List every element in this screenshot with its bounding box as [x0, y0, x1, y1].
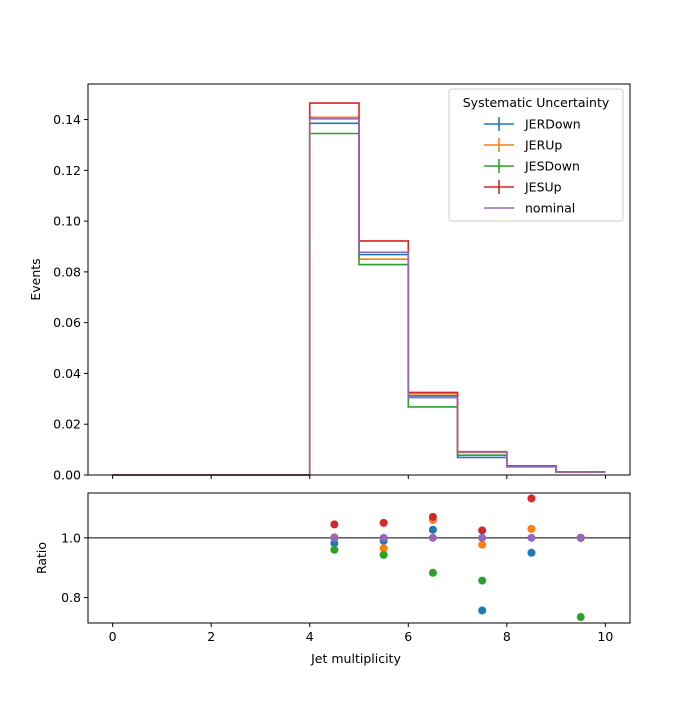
histogram-panel: 0.000.020.040.060.080.100.120.14 Events …: [28, 83, 631, 483]
legend-box: [448, 88, 624, 222]
ratio-point-jesdown: [428, 568, 437, 577]
histogram-y-tick-label: 0.14: [53, 112, 81, 127]
legend-label: nominal: [525, 201, 575, 216]
ratio-point-jesup: [330, 520, 339, 529]
ratio-point-jerup: [527, 524, 536, 533]
ratio-point-jesup: [428, 512, 437, 521]
ratio-x-tick-label: 8: [503, 629, 511, 644]
ratio-point-jesup: [527, 494, 536, 503]
ratio-y-tick-label: 1.0: [61, 530, 81, 545]
ratio-point-jerup: [478, 540, 487, 549]
legend-entry-jesdown: JESDown: [484, 159, 580, 174]
ratio-x-axis-label: Jet multiplicity: [310, 651, 401, 666]
ratio-y-axis-label: Ratio: [34, 542, 49, 574]
ratio-point-jesdown: [379, 550, 388, 559]
ratio-point-jesdown: [330, 545, 339, 554]
ratio-point-jesup: [379, 518, 388, 527]
ratio-point-jesdown: [478, 576, 487, 585]
ratio-point-nominal: [428, 533, 437, 542]
histogram-y-ticks: 0.00 0.02 0.04 0.06 0.08 0.10 0.12 0.14: [53, 112, 88, 483]
histogram-y-tick-label: 0.08: [53, 264, 81, 279]
ratio-point-nominal: [379, 533, 388, 542]
ratio-x-tick-label: 6: [404, 629, 412, 644]
ratio-point-nominal: [478, 533, 487, 542]
legend-entry-jerup: JERUp: [484, 138, 562, 153]
ratio-point-nominal: [576, 533, 585, 542]
ratio-point-jerdown: [478, 606, 487, 615]
legend-label: JESDown: [524, 159, 580, 174]
ratio-point-jesdown: [576, 613, 585, 622]
ratio-x-tick-label: 0: [109, 629, 117, 644]
ratio-point-nominal: [527, 533, 536, 542]
ratio-x-tick-label: 2: [207, 629, 215, 644]
legend-entry-nominal: nominal: [484, 201, 575, 216]
ratio-x-tick-label: 4: [306, 629, 314, 644]
histogram-y-tick-label: 0.00: [53, 468, 81, 483]
legend-entry-jesup: JESUp: [484, 180, 562, 195]
legend-title: Systematic Uncertainty: [463, 95, 610, 110]
histogram-y-tick-label: 0.06: [53, 315, 81, 330]
ratio-x-ticks: 0 2 4 6 8 10: [109, 623, 613, 644]
histogram-y-tick-label: 0.10: [53, 214, 81, 229]
ratio-point-nominal: [330, 533, 339, 542]
ratio-y-ticks: 0.8 1.0: [61, 530, 88, 605]
ratio-y-tick-label: 0.8: [61, 590, 81, 605]
legend: Systematic Uncertainty JERDown JERUp JESDow…: [448, 88, 624, 222]
legend-label: JERUp: [524, 138, 562, 153]
histogram-axes-frame: [87, 83, 631, 476]
ratio-point-jerdown: [527, 548, 536, 557]
ratio-point-jerdown: [428, 525, 437, 534]
ratio-panel: 0 2 4 6 8 10 0.8 1.0 Ratio Jet multiplicity: [34, 492, 631, 666]
ratio-axes-frame: [87, 492, 631, 624]
legend-entry-jerdown: JERDown: [484, 117, 581, 132]
histogram-x-ticks: [112, 475, 606, 479]
legend-label: JESUp: [524, 180, 562, 195]
ratio-x-tick-label: 10: [597, 629, 613, 644]
ratio-points-group: [330, 494, 585, 622]
histogram-y-tick-label: 0.04: [53, 366, 81, 381]
histogram-y-tick-label: 0.12: [53, 163, 81, 178]
ratio-point-jesup: [478, 526, 487, 535]
legend-label: JERDown: [524, 117, 581, 132]
ratio-point-jerup: [379, 544, 388, 553]
histogram-y-axis-label: Events: [28, 258, 43, 300]
histogram-y-tick-label: 0.02: [53, 417, 81, 432]
